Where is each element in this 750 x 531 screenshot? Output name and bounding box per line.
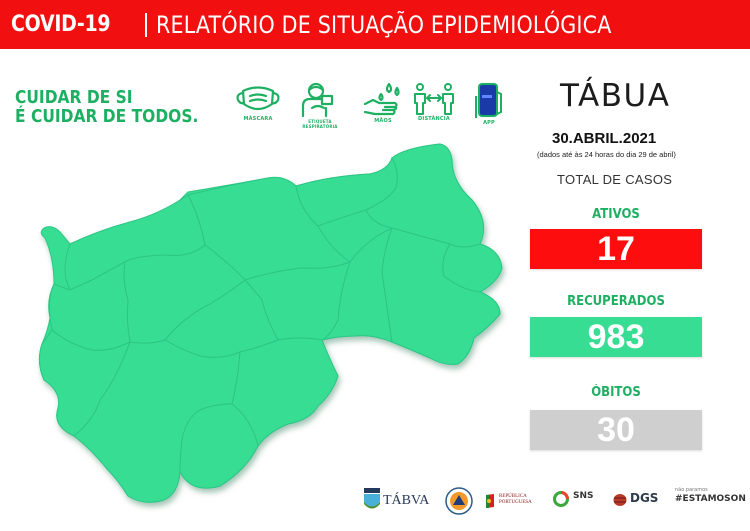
header-tag: COVID-19 xyxy=(11,12,111,37)
logo-estamos-sub: não paramos xyxy=(675,487,708,493)
logo-sns: SNS xyxy=(553,491,594,511)
logo-sns-text: SNS xyxy=(573,491,594,501)
respiratory-etiquette-icon xyxy=(301,82,334,118)
logo-republica-text: REPÚBLICA PORTUGUESA xyxy=(499,494,532,505)
footer-logos: TÁBVA REPÚBLICA PORTUGUESA SNS DGS não p… xyxy=(355,483,750,528)
logo-estamos-text: #ESTAMOSON xyxy=(675,494,746,504)
mask-icon xyxy=(236,86,280,111)
measure-respiratory-etiquette: ETIQUETA RESPIRATÓRIA xyxy=(295,82,345,129)
report-date: 30.ABRIL.2021 xyxy=(552,130,657,147)
recovered-box: 983 xyxy=(530,317,702,357)
dgs-icon xyxy=(613,494,627,506)
header-divider xyxy=(145,12,147,37)
logo-republica-portuguesa: REPÚBLICA PORTUGUESA xyxy=(485,493,532,513)
logo-dgs: DGS xyxy=(613,491,658,511)
recovered-label: RECUPERADOS xyxy=(567,294,665,309)
hand-washing-icon xyxy=(363,82,400,116)
measure-label: DISTÂNCIA xyxy=(418,116,450,122)
logo-tabua: TÁBVA xyxy=(363,487,429,515)
measure-label: MÁSCARA xyxy=(243,116,273,122)
deaths-label: ÓBITOS xyxy=(591,385,641,400)
parish xyxy=(442,243,503,293)
slogan-line-1: CUIDAR DE SI xyxy=(15,87,133,108)
total-cases-label: TOTAL DE CASOS xyxy=(557,172,673,187)
measure-app: APP xyxy=(469,82,509,126)
slogan: CUIDAR DE SI É CUIDAR DE TODOS. xyxy=(15,88,198,126)
sns-icon xyxy=(553,491,569,507)
distance-icon xyxy=(414,83,454,115)
report-header: COVID-19 RELATÓRIO DE SITUAÇÃO EPIDEMIOL… xyxy=(0,0,750,49)
logo-civil-protection xyxy=(445,487,473,519)
measure-distance: DISTÂNCIA xyxy=(409,82,459,122)
portugal-flag-icon xyxy=(486,494,494,508)
measure-label: ETIQUETA RESPIRATÓRIA xyxy=(302,119,338,129)
recovered-value: 983 xyxy=(587,317,645,356)
municipality-map xyxy=(38,143,503,503)
parish xyxy=(179,403,259,489)
active-cases-box: 17 xyxy=(530,229,702,269)
measure-hands: MÃOS xyxy=(358,82,408,124)
measure-mask: MÁSCARA xyxy=(233,82,283,122)
logo-tabua-text: TÁBVA xyxy=(383,493,430,508)
tabua-coat-icon xyxy=(364,488,380,509)
measure-label: APP xyxy=(483,120,495,126)
active-cases-value: 17 xyxy=(597,229,635,268)
deaths-box: 30 xyxy=(530,410,702,450)
measure-label: MÃOS xyxy=(374,118,392,124)
active-cases-label: ATIVOS xyxy=(592,207,640,222)
municipality-name: TÁBUA xyxy=(560,78,671,114)
app-phone-icon xyxy=(475,83,502,118)
civil-protection-icon xyxy=(445,487,473,515)
slogan-line-2: É CUIDAR DE TODOS. xyxy=(15,106,199,127)
deaths-value: 30 xyxy=(597,410,635,449)
report-note: (dados até às 24 horas do dia 29 de abri… xyxy=(537,150,676,159)
logo-dgs-text: DGS xyxy=(630,491,659,505)
header-title: RELATÓRIO DE SITUAÇÃO EPIDEMIOLÓGICA xyxy=(155,10,612,39)
